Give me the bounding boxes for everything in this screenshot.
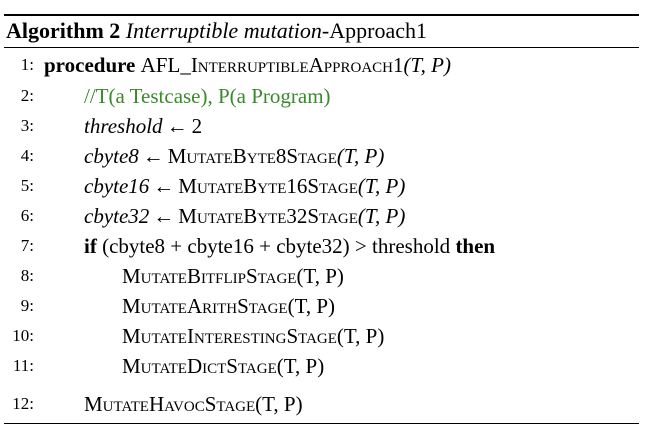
line-number: 6:	[20, 206, 34, 225]
function-args: (T, P)	[287, 294, 336, 318]
function-name: MutateByte16Stage	[178, 174, 358, 198]
assign-arrow: ←	[142, 144, 164, 168]
assign-arrow: ←	[153, 174, 175, 198]
variable-name: cbyte8	[84, 144, 139, 168]
function-name: MutateByte32Stage	[178, 204, 358, 228]
function-name: MutateBitflipStage	[122, 264, 297, 288]
variable-name: cbyte16	[84, 174, 150, 198]
assign-arrow: ←	[166, 114, 188, 138]
function-args: (T, P)	[336, 324, 385, 348]
function-name: MutateByte8Stage	[167, 144, 337, 168]
function-name: MutateDictStage	[122, 354, 277, 378]
line-number: 3:	[20, 116, 34, 135]
line-number: 5:	[20, 176, 34, 195]
bottom-rule	[4, 423, 639, 424]
assigned-value: 2	[191, 114, 203, 138]
line-code: MutateBitflipStage(T, P)	[122, 262, 344, 290]
function-args: (T, P)	[336, 144, 385, 168]
line-code: procedure AFL_InterruptibleApproach1(T, …	[44, 51, 451, 79]
line-number: 8:	[20, 266, 34, 285]
algorithm-title-italic: Interruptible mutation	[125, 18, 322, 43]
keyword-if: if	[84, 234, 97, 258]
function-args: (T, P)	[296, 264, 344, 288]
line-number: 11:	[12, 356, 34, 375]
function-args: (T, P)	[357, 174, 406, 198]
keyword-then: then	[455, 234, 496, 258]
procedure-name: AFL_InterruptibleApproach1	[140, 53, 404, 77]
caption-rule	[4, 47, 639, 48]
line-code: MutateHavocStage(T, P)	[84, 390, 303, 418]
line-code: cbyte32 ← MutateByte32Stage(T, P)	[84, 202, 405, 230]
procedure-args: (T, P)	[403, 53, 451, 77]
top-rule	[4, 14, 639, 16]
variable-name: threshold	[84, 114, 163, 138]
assign-arrow: ←	[153, 204, 175, 228]
function-args: (T, P)	[276, 354, 325, 378]
variable-name: cbyte32	[84, 204, 150, 228]
line-number: 4:	[20, 146, 34, 165]
algorithm-title-rest: -Approach1	[321, 18, 427, 43]
line-code: if (cbyte8 + cbyte16 + cbyte32) > thresh…	[84, 232, 495, 260]
line-code: MutateDictStage(T, P)	[122, 352, 324, 380]
line-code: MutateArithStage(T, P)	[122, 292, 335, 320]
line-number: 9:	[20, 296, 34, 315]
line-code: cbyte16 ← MutateByte16Stage(T, P)	[84, 172, 405, 200]
line-number: 2:	[20, 86, 34, 105]
line-code: MutateInterestingStage(T, P)	[122, 322, 384, 350]
function-name: MutateHavocStage	[84, 392, 256, 416]
function-args: (T, P)	[255, 392, 303, 416]
line-number: 7:	[20, 236, 34, 255]
line-code: threshold ← 2	[84, 112, 202, 140]
line-number: 12:	[12, 394, 34, 413]
function-name: MutateArithStage	[122, 294, 288, 318]
line-number: 10:	[12, 326, 34, 345]
algorithm-label: Algorithm 2	[6, 18, 121, 43]
keyword-procedure: procedure	[44, 53, 136, 77]
if-condition: (cbyte8 + cbyte16 + cbyte32) > threshold	[102, 234, 451, 258]
function-name: MutateInterestingStage	[122, 324, 337, 348]
line-number: 1:	[20, 55, 34, 74]
function-args: (T, P)	[357, 204, 406, 228]
algorithm-caption: Algorithm 2 Interruptible mutation-Appro…	[6, 16, 427, 46]
line-code: cbyte8 ← MutateByte8Stage(T, P)	[84, 142, 384, 170]
code-comment: //T(a Testcase), P(a Program)	[84, 84, 331, 108]
